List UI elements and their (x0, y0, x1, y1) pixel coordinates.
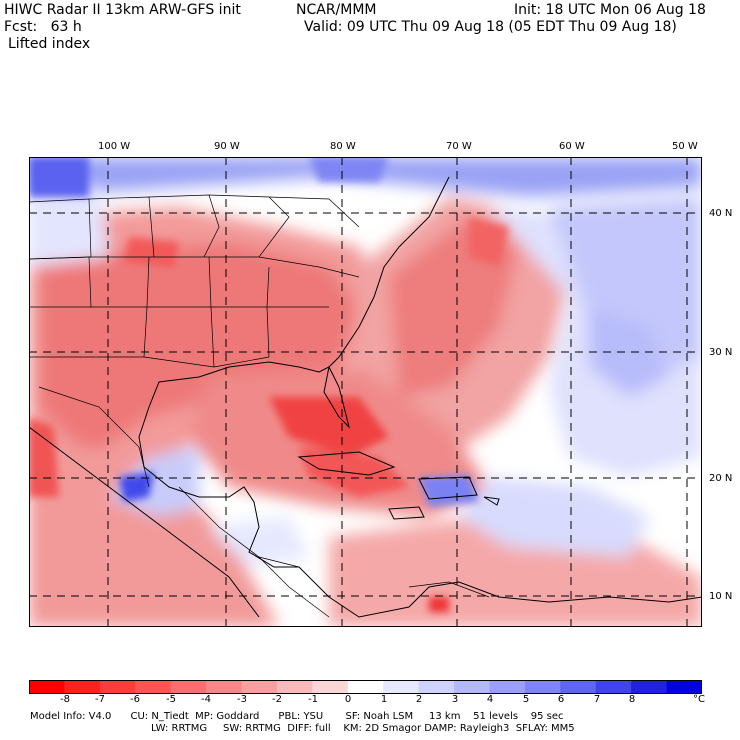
legend-tick-label: 8 (628, 694, 636, 705)
legend-swatch (312, 680, 349, 694)
organization: NCAR/MMM (296, 2, 377, 18)
legend-swatch (631, 680, 668, 694)
legend-tick-label: 4 (486, 694, 494, 705)
lat-label: 10 N (709, 591, 733, 602)
legend-tick-label: 5 (522, 694, 530, 705)
legend-unit: °C (693, 694, 705, 705)
legend-tick-label: -5 (166, 694, 176, 705)
legend-swatch (666, 680, 702, 694)
lat-label: 30 N (709, 347, 733, 358)
legend-tick-labels: -8 -7 -6 -5 -4 -3 -2 -1 0 1 2 3 4 5 6 7 … (29, 694, 729, 708)
legend-swatch (454, 680, 490, 694)
legend-tick-label: 0 (344, 694, 352, 705)
valid-time: Valid: 09 UTC Thu 09 Aug 18 (05 EDT Thu … (304, 19, 677, 35)
field-shading (29, 157, 702, 627)
map-frame (29, 157, 702, 627)
lon-label: 70 W (446, 141, 472, 152)
legend-tick-label: 7 (593, 694, 601, 705)
legend-tick-label: -2 (272, 694, 282, 705)
strong-cores (29, 157, 509, 612)
lon-label: 60 W (559, 141, 585, 152)
legend-swatch (418, 680, 455, 694)
legend-tick-label: -6 (130, 694, 140, 705)
legend-tick-label: -1 (308, 694, 318, 705)
legend-swatch (135, 680, 172, 694)
legend-tick-label: 3 (451, 694, 459, 705)
legend-frame (29, 680, 702, 694)
lon-label: 100 W (98, 141, 131, 152)
legend-tick-label: 2 (415, 694, 423, 705)
lon-label: 50 W (672, 141, 698, 152)
legend-swatch (276, 680, 313, 694)
legend-tick-label: -4 (201, 694, 211, 705)
political-boundaries (29, 194, 490, 618)
forecast-hour: Fcst: 63 h (4, 19, 82, 35)
legend-swatch (29, 680, 65, 694)
legend-swatch (595, 680, 632, 694)
legend-swatch (241, 680, 278, 694)
lat-label: 40 N (709, 208, 733, 219)
model-info-line2: LW: RRTMG SW: RRTMG DIFF: full KM: 2D Sm… (151, 723, 575, 734)
legend-swatch (170, 680, 207, 694)
legend-color-bar (29, 680, 702, 694)
legend-tick-label: -8 (60, 694, 70, 705)
lon-label: 80 W (330, 141, 356, 152)
field-name: Lifted index (8, 36, 91, 52)
lon-label: 90 W (214, 141, 240, 152)
legend-tick-label: -7 (95, 694, 105, 705)
legend-swatch (383, 680, 420, 694)
legend-swatch (99, 680, 136, 694)
init-time: Init: 18 UTC Mon 06 Aug 18 (514, 2, 706, 18)
legend-swatch (524, 680, 561, 694)
legend-swatch (560, 680, 597, 694)
model-title: HIWC Radar II 13km ARW-GFS init (4, 2, 241, 18)
legend-swatch (64, 680, 101, 694)
legend-swatch (206, 680, 243, 694)
legend-tick-label: 6 (557, 694, 565, 705)
lat-lon-grid (29, 157, 702, 627)
legend-tick-label: 1 (380, 694, 388, 705)
model-info-line1: Model Info: V4.0 CU: N_Tiedt MP: Goddard… (30, 711, 564, 722)
lifted-index-map (29, 157, 702, 627)
legend-swatch (347, 680, 384, 694)
legend-tick-label: -3 (237, 694, 247, 705)
legend-swatch (489, 680, 526, 694)
lat-label: 20 N (709, 473, 733, 484)
